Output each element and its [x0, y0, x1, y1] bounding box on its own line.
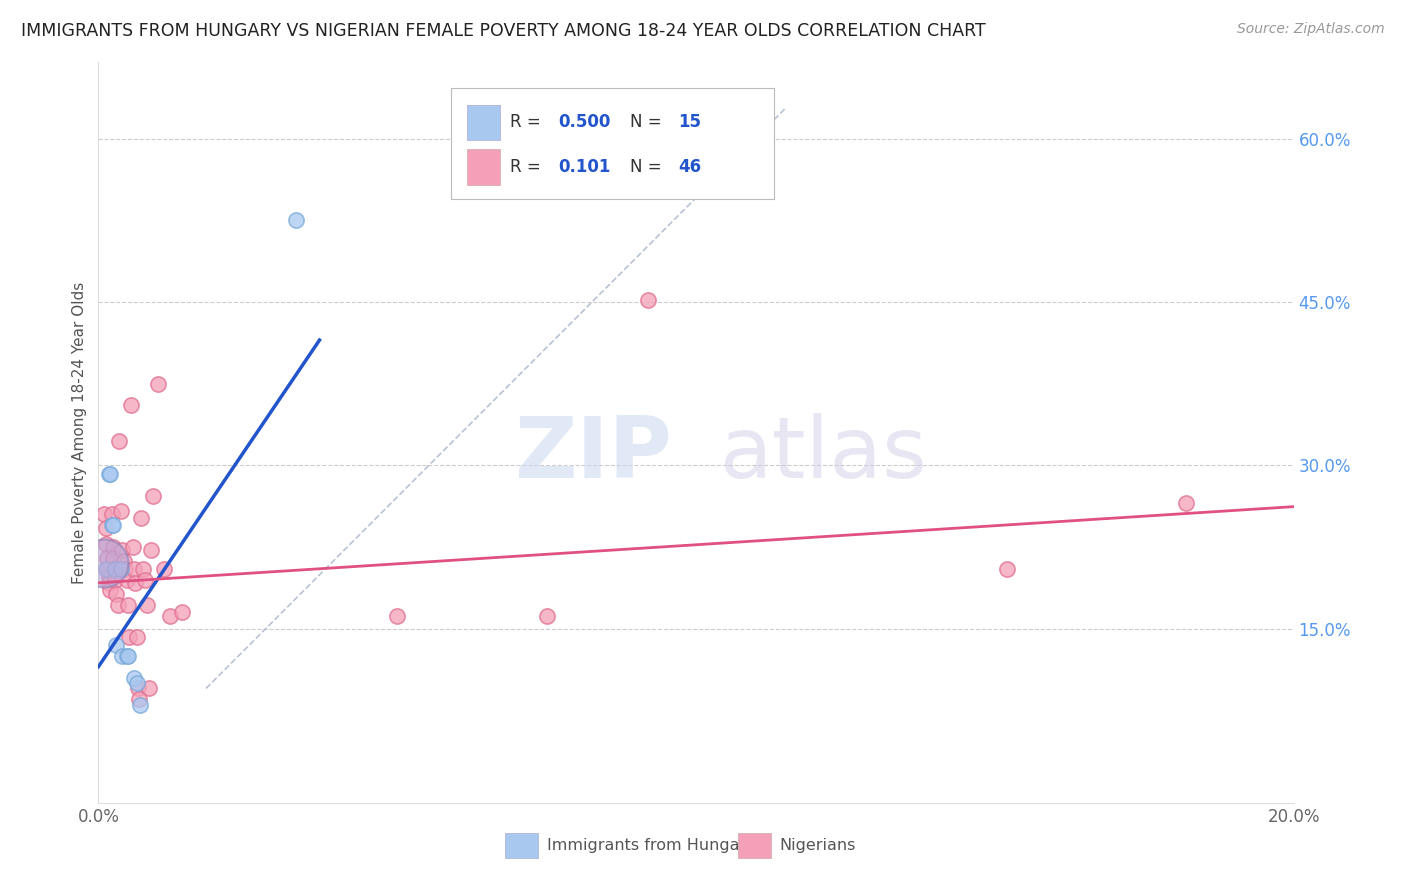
Point — [117, 648, 139, 663]
Text: Immigrants from Hungary: Immigrants from Hungary — [547, 838, 755, 854]
Point — [142, 489, 165, 503]
Point — [97, 562, 120, 576]
Point — [536, 608, 558, 623]
Point — [124, 575, 146, 590]
Point — [134, 573, 156, 587]
Point — [120, 398, 142, 412]
Point — [117, 598, 139, 612]
Point — [131, 510, 153, 524]
Text: R =: R = — [509, 158, 551, 176]
Point — [114, 562, 136, 576]
Point — [110, 504, 132, 518]
Point — [139, 543, 162, 558]
Point — [97, 569, 120, 583]
Point — [136, 598, 159, 612]
Text: Source: ZipAtlas.com: Source: ZipAtlas.com — [1237, 22, 1385, 37]
FancyBboxPatch shape — [738, 833, 772, 858]
Point — [1175, 496, 1198, 510]
Point — [107, 598, 129, 612]
Text: atlas: atlas — [720, 413, 928, 496]
Point — [94, 521, 117, 535]
Point — [98, 583, 121, 598]
Point — [127, 681, 149, 696]
Point — [103, 518, 125, 533]
Text: Nigerians: Nigerians — [779, 838, 856, 854]
Point — [105, 638, 128, 652]
Point — [172, 605, 194, 619]
Point — [132, 562, 155, 576]
FancyBboxPatch shape — [467, 104, 501, 140]
Point — [108, 434, 131, 449]
Point — [128, 692, 150, 706]
Point — [112, 554, 135, 568]
Point — [125, 630, 148, 644]
FancyBboxPatch shape — [451, 88, 773, 200]
Point — [284, 213, 307, 227]
Text: 46: 46 — [678, 158, 702, 176]
Point — [93, 508, 115, 522]
FancyBboxPatch shape — [505, 833, 538, 858]
Point — [101, 540, 124, 554]
Point — [103, 562, 125, 576]
Point — [110, 562, 132, 576]
Point — [118, 630, 141, 644]
Point — [93, 556, 115, 570]
Point — [148, 376, 170, 391]
Text: IMMIGRANTS FROM HUNGARY VS NIGERIAN FEMALE POVERTY AMONG 18-24 YEAR OLDS CORRELA: IMMIGRANTS FROM HUNGARY VS NIGERIAN FEMA… — [21, 22, 986, 40]
Point — [115, 648, 138, 663]
FancyBboxPatch shape — [467, 149, 501, 185]
Point — [98, 467, 122, 481]
Text: N =: N = — [630, 158, 666, 176]
Text: 0.101: 0.101 — [558, 158, 612, 176]
Text: 15: 15 — [678, 113, 702, 131]
Point — [98, 575, 121, 590]
Point — [96, 550, 118, 565]
Point — [153, 562, 176, 576]
Point — [104, 562, 127, 576]
Point — [159, 608, 181, 623]
Text: ZIP: ZIP — [515, 413, 672, 496]
Point — [385, 608, 409, 623]
Point — [995, 562, 1018, 576]
Point — [100, 508, 122, 522]
Point — [138, 681, 160, 696]
Point — [105, 587, 128, 601]
Point — [98, 467, 121, 481]
Point — [100, 518, 122, 533]
Point — [94, 562, 117, 576]
Point — [96, 536, 118, 550]
Text: 0.500: 0.500 — [558, 113, 612, 131]
Point — [103, 550, 125, 565]
Text: N =: N = — [630, 113, 666, 131]
Point — [129, 698, 152, 712]
Text: R =: R = — [509, 113, 546, 131]
Point — [111, 648, 134, 663]
Point — [104, 573, 127, 587]
Point — [637, 293, 659, 307]
Point — [122, 540, 145, 554]
Point — [124, 671, 146, 685]
Point — [127, 676, 149, 690]
Point — [115, 573, 138, 587]
Y-axis label: Female Poverty Among 18-24 Year Olds: Female Poverty Among 18-24 Year Olds — [72, 282, 87, 583]
Point — [124, 562, 146, 576]
Point — [111, 543, 134, 558]
